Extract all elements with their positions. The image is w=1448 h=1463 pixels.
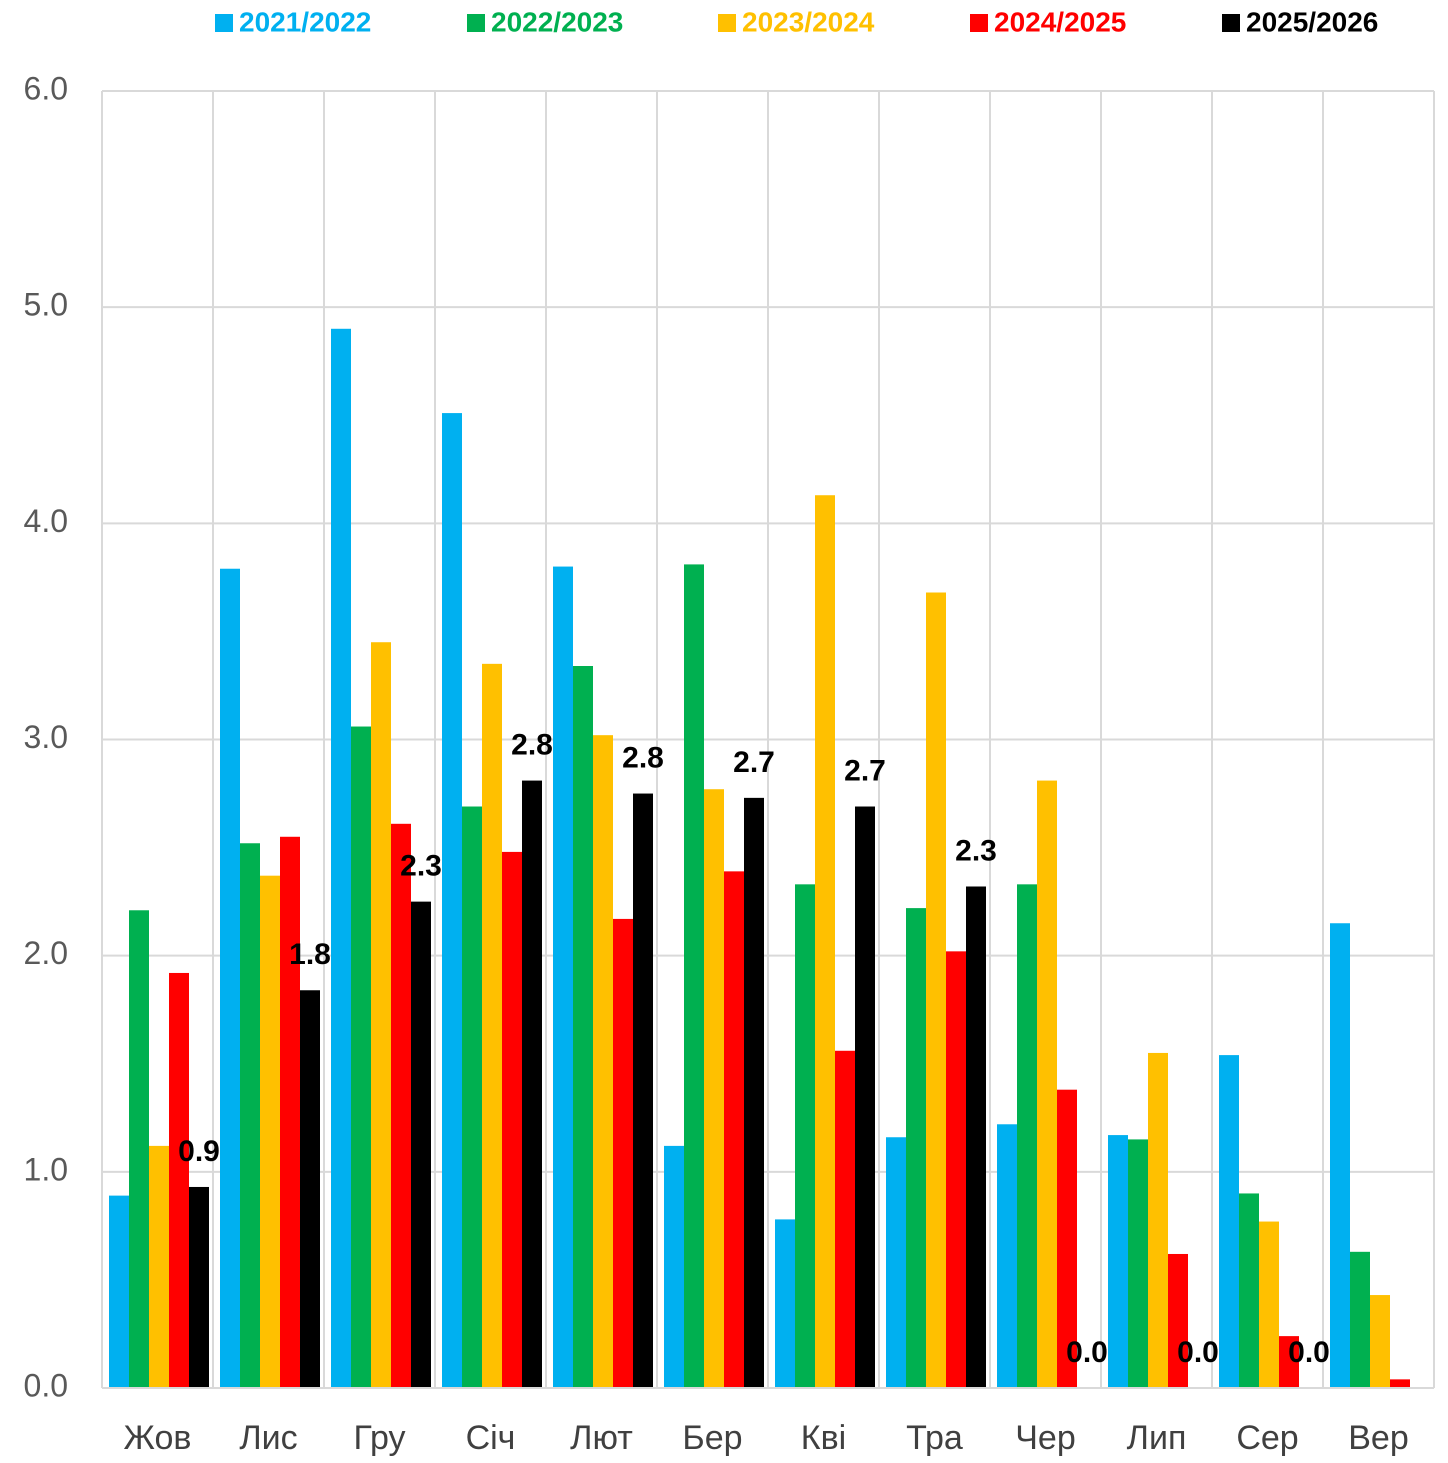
bar <box>149 1145 169 1388</box>
x-tick-label: Сер <box>1236 1419 1298 1457</box>
bar <box>613 918 633 1388</box>
bar <box>351 726 371 1388</box>
bar <box>906 908 926 1388</box>
bar <box>462 806 482 1388</box>
bar <box>300 990 320 1388</box>
legend-swatch <box>970 14 988 32</box>
bar <box>1128 1139 1148 1388</box>
bar <box>1148 1052 1168 1388</box>
bar <box>815 495 835 1388</box>
bar <box>573 666 593 1388</box>
legend-label: 2023/2024 <box>742 6 875 37</box>
bar <box>886 1137 906 1388</box>
x-tick-label: Жов <box>124 1419 192 1457</box>
bar <box>109 1195 129 1388</box>
legend-label: 2022/2023 <box>491 6 623 37</box>
y-tick-label: 6.0 <box>24 70 68 106</box>
bar <box>1350 1251 1370 1388</box>
legend-label: 2021/2022 <box>239 6 371 37</box>
value-label: 0.9 <box>178 1135 220 1168</box>
bar <box>1037 780 1057 1388</box>
value-label: 2.7 <box>733 746 775 779</box>
bar <box>664 1145 684 1388</box>
legend-swatch <box>215 14 233 32</box>
bar <box>593 735 613 1388</box>
bar <box>260 875 280 1388</box>
bar <box>553 566 573 1388</box>
bar <box>835 1050 855 1388</box>
bar <box>240 843 260 1388</box>
bar <box>926 592 946 1388</box>
bar <box>442 413 462 1388</box>
bar <box>704 789 724 1388</box>
bar <box>331 328 351 1388</box>
bar <box>411 901 431 1388</box>
x-tick-label: Лис <box>239 1419 297 1457</box>
bar <box>997 1124 1017 1388</box>
value-label: 2.7 <box>844 754 886 787</box>
value-label: 2.3 <box>400 850 442 883</box>
bar <box>1017 884 1037 1388</box>
value-label: 2.8 <box>622 741 664 774</box>
x-tick-label: Тра <box>906 1419 963 1457</box>
y-tick-label: 1.0 <box>24 1151 68 1187</box>
y-tick-label: 2.0 <box>24 935 68 971</box>
bar <box>1259 1221 1279 1388</box>
legend-label: 2024/2025 <box>994 6 1126 37</box>
bar <box>1239 1193 1259 1388</box>
legend-swatch <box>718 14 736 32</box>
bar <box>1168 1253 1188 1388</box>
legend-swatch <box>1222 14 1240 32</box>
bar <box>129 910 149 1388</box>
x-tick-label: Чер <box>1015 1419 1075 1457</box>
y-tick-label: 4.0 <box>24 503 68 539</box>
bar <box>795 884 815 1388</box>
bar <box>1219 1055 1239 1388</box>
bar <box>522 780 542 1388</box>
value-label: 0.0 <box>1177 1336 1219 1369</box>
bar <box>744 797 764 1388</box>
bar <box>966 886 986 1388</box>
bar <box>371 642 391 1388</box>
bar <box>189 1186 209 1388</box>
x-tick-label: Гру <box>353 1419 405 1457</box>
x-tick-label: Кві <box>801 1419 846 1457</box>
bar <box>169 972 189 1388</box>
bar <box>391 823 411 1388</box>
bar <box>724 871 744 1388</box>
bar <box>1108 1135 1128 1388</box>
value-label: 2.3 <box>955 834 997 867</box>
value-label: 0.0 <box>1066 1336 1108 1369</box>
bar <box>502 851 522 1388</box>
value-label: 2.8 <box>511 728 553 761</box>
x-tick-label: Лют <box>570 1419 633 1457</box>
y-tick-label: 0.0 <box>24 1367 68 1403</box>
y-tick-label: 5.0 <box>24 287 68 323</box>
x-tick-label: Січ <box>466 1419 516 1457</box>
bar <box>633 793 653 1388</box>
bar <box>855 806 875 1388</box>
bar <box>775 1219 795 1388</box>
legend-label: 2025/2026 <box>1246 6 1378 37</box>
value-label: 0.0 <box>1288 1336 1330 1369</box>
bar <box>280 836 300 1388</box>
x-tick-label: Вер <box>1348 1419 1409 1457</box>
value-label: 1.8 <box>289 938 331 971</box>
y-tick-label: 3.0 <box>24 719 68 755</box>
bar <box>482 663 502 1388</box>
bar <box>1330 923 1350 1388</box>
bar <box>1279 1336 1299 1388</box>
legend-swatch <box>467 14 485 32</box>
x-tick-label: Лип <box>1127 1419 1187 1457</box>
bar <box>684 564 704 1388</box>
bar <box>1057 1089 1077 1388</box>
x-tick-label: Бер <box>682 1419 742 1457</box>
bar <box>946 951 966 1388</box>
bar <box>1390 1379 1410 1388</box>
bar <box>220 568 240 1388</box>
bar <box>1370 1295 1390 1388</box>
